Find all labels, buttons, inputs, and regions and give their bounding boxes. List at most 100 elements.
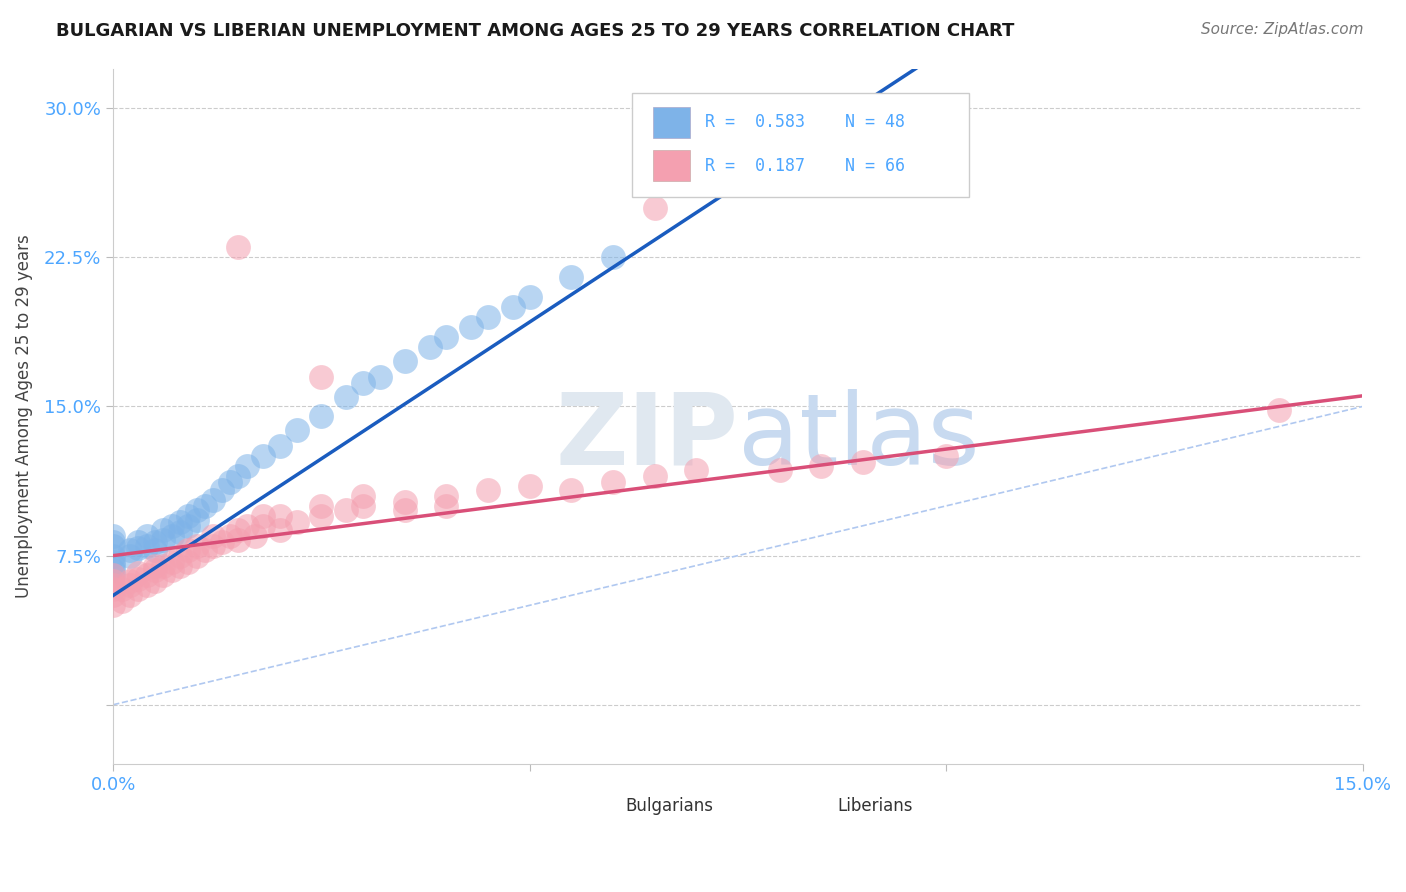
Text: R =  0.187    N = 66: R = 0.187 N = 66 [706,157,905,175]
Point [394,353,416,368]
Point [226,469,249,483]
Point [311,369,333,384]
Point [311,499,333,513]
Point [169,558,191,573]
Point [160,562,183,576]
Point [352,499,374,513]
Point [103,529,125,543]
Point [335,503,357,517]
Point [143,542,166,557]
Point [186,549,208,563]
Point [103,574,125,589]
Point [103,562,125,576]
Point [118,574,141,589]
Point [160,529,183,543]
Point [436,330,458,344]
Point [103,588,125,602]
Text: ZIP: ZIP [555,389,738,486]
Point [460,320,482,334]
Point [103,582,125,597]
Point [152,558,174,573]
Bar [787,794,823,818]
Point [202,492,225,507]
Point [103,555,125,569]
Point [602,251,624,265]
Point [935,449,957,463]
Point [235,459,257,474]
Point [285,515,308,529]
Point [352,489,374,503]
Point [269,439,291,453]
Point [1268,403,1291,417]
Point [269,508,291,523]
Text: BULGARIAN VS LIBERIAN UNEMPLOYMENT AMONG AGES 25 TO 29 YEARS CORRELATION CHART: BULGARIAN VS LIBERIAN UNEMPLOYMENT AMONG… [56,22,1015,40]
Point [127,534,149,549]
Point [118,588,141,602]
Point [103,534,125,549]
Point [211,483,233,497]
Point [118,578,141,592]
Point [226,533,249,547]
Point [152,533,174,547]
Point [103,599,125,613]
Bar [652,107,690,138]
Point [135,539,157,553]
Point [127,582,149,597]
Point [135,578,157,592]
Point [226,523,249,537]
Point [177,542,200,557]
Point [103,568,125,582]
Text: atlas: atlas [738,389,980,486]
Point [685,463,707,477]
Point [194,542,217,557]
Point [419,340,441,354]
Point [243,529,266,543]
Point [519,290,541,304]
Point [143,562,166,576]
Point [127,566,149,581]
Point [219,475,242,489]
Point [177,508,200,523]
Point [143,534,166,549]
Point [111,594,134,608]
Point [477,310,499,324]
Point [226,240,249,254]
Point [103,539,125,553]
Point [152,568,174,582]
Point [118,549,141,563]
Text: Bulgarians: Bulgarians [626,797,713,815]
Point [269,523,291,537]
Point [810,459,832,474]
Point [436,499,458,513]
Point [135,568,157,582]
Point [186,513,208,527]
Point [103,578,125,592]
Point [235,518,257,533]
Point [352,376,374,390]
Point [177,555,200,569]
Point [285,423,308,437]
Point [560,270,582,285]
Point [311,409,333,424]
Point [160,518,183,533]
Point [111,582,134,597]
Point [394,495,416,509]
Point [169,524,191,539]
Text: R =  0.583    N = 48: R = 0.583 N = 48 [706,113,905,131]
Point [169,515,191,529]
Point [252,508,274,523]
Point [194,499,217,513]
Bar [575,794,610,818]
Y-axis label: Unemployment Among Ages 25 to 29 years: Unemployment Among Ages 25 to 29 years [15,235,32,599]
Point [211,534,233,549]
Point [143,558,166,573]
Point [202,529,225,543]
Point [186,503,208,517]
FancyBboxPatch shape [631,93,969,197]
Point [127,573,149,587]
Point [335,390,357,404]
Bar [652,150,690,181]
Point [368,369,391,384]
Point [152,523,174,537]
Point [644,201,666,215]
